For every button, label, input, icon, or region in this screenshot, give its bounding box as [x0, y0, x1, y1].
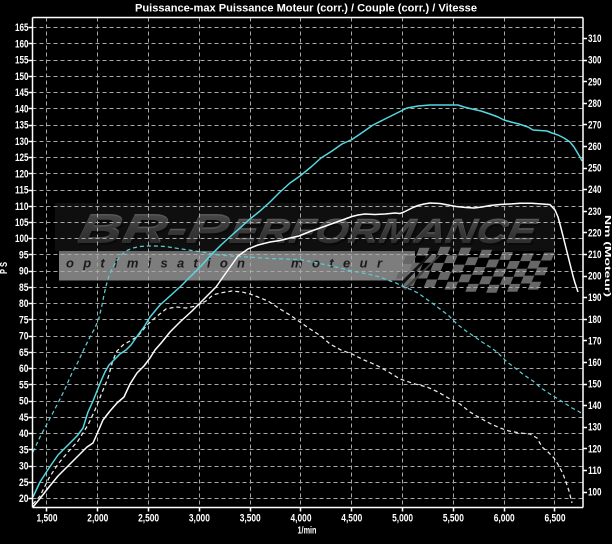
svg-text:135: 135 — [15, 120, 29, 132]
svg-text:BR-P: BR-P — [75, 206, 233, 251]
svg-text:85: 85 — [19, 282, 29, 294]
svg-text:100: 100 — [588, 487, 602, 499]
svg-text:4,000: 4,000 — [291, 513, 312, 525]
svg-text:50: 50 — [19, 396, 29, 408]
svg-text:155: 155 — [15, 55, 29, 67]
svg-text:55: 55 — [19, 379, 29, 391]
svg-text:110: 110 — [588, 465, 602, 477]
svg-text:5,000: 5,000 — [392, 513, 413, 525]
svg-text:280: 280 — [588, 98, 602, 110]
svg-text:2,500: 2,500 — [138, 513, 159, 525]
svg-text:105: 105 — [15, 217, 29, 229]
svg-text:210: 210 — [588, 249, 602, 261]
svg-text:35: 35 — [19, 444, 29, 456]
svg-text:110: 110 — [15, 201, 29, 213]
svg-text:120: 120 — [15, 168, 29, 180]
svg-text:75: 75 — [19, 314, 29, 326]
svg-text:2,000: 2,000 — [87, 513, 108, 525]
svg-text:25: 25 — [19, 477, 29, 489]
svg-text:5,500: 5,500 — [443, 513, 464, 525]
svg-text:45: 45 — [19, 412, 29, 424]
svg-text:190: 190 — [588, 292, 602, 304]
svg-text:115: 115 — [15, 185, 29, 197]
svg-text:30: 30 — [19, 461, 29, 473]
svg-text:170: 170 — [588, 335, 602, 347]
svg-text:310: 310 — [588, 33, 602, 45]
svg-text:Nm (Moteur): Nm (Moteur) — [603, 215, 612, 297]
svg-text:80: 80 — [19, 298, 29, 310]
svg-text:140: 140 — [588, 400, 602, 412]
svg-text:4,500: 4,500 — [341, 513, 362, 525]
svg-text:60: 60 — [19, 363, 29, 375]
svg-text:120: 120 — [588, 443, 602, 455]
svg-text:20: 20 — [19, 493, 29, 505]
svg-text:1,500: 1,500 — [37, 513, 58, 525]
svg-text:145: 145 — [15, 87, 29, 99]
svg-text:95: 95 — [19, 250, 29, 262]
svg-text:6,500: 6,500 — [545, 513, 566, 525]
svg-text:P S: P S — [0, 262, 10, 274]
svg-text:160: 160 — [15, 38, 29, 50]
svg-text:270: 270 — [588, 120, 602, 132]
svg-text:300: 300 — [588, 55, 602, 67]
svg-text:150: 150 — [588, 379, 602, 391]
svg-text:70: 70 — [19, 331, 29, 343]
svg-text:1/min: 1/min — [298, 526, 317, 537]
svg-text:BR-P: BR-P — [76, 209, 234, 254]
svg-text:Puissance-max Puissance Moteur: Puissance-max Puissance Moteur (corr.) /… — [135, 3, 477, 15]
svg-text:140: 140 — [15, 103, 29, 115]
svg-text:130: 130 — [588, 422, 602, 434]
svg-text:BR-P: BR-P — [75, 207, 233, 252]
svg-text:130: 130 — [15, 136, 29, 148]
svg-text:90: 90 — [19, 266, 29, 278]
svg-text:165: 165 — [15, 22, 29, 34]
svg-text:ERFORMANCE: ERFORMANCE — [227, 213, 541, 250]
svg-text:150: 150 — [15, 71, 29, 83]
svg-text:290: 290 — [588, 76, 602, 88]
svg-text:180: 180 — [588, 314, 602, 326]
svg-text:65: 65 — [19, 347, 29, 359]
svg-text:160: 160 — [588, 357, 602, 369]
svg-text:260: 260 — [588, 141, 602, 153]
svg-text:200: 200 — [588, 271, 602, 283]
svg-text:125: 125 — [15, 152, 29, 164]
svg-text:220: 220 — [588, 227, 602, 239]
svg-text:250: 250 — [588, 163, 602, 175]
svg-text:240: 240 — [588, 184, 602, 196]
svg-text:6,000: 6,000 — [494, 513, 515, 525]
svg-text:100: 100 — [15, 233, 29, 245]
svg-text:230: 230 — [588, 206, 602, 218]
svg-text:40: 40 — [19, 428, 29, 440]
svg-text:3,500: 3,500 — [240, 513, 261, 525]
svg-text:ERFORMANCE: ERFORMANCE — [227, 214, 541, 251]
svg-text:3,000: 3,000 — [189, 513, 210, 525]
